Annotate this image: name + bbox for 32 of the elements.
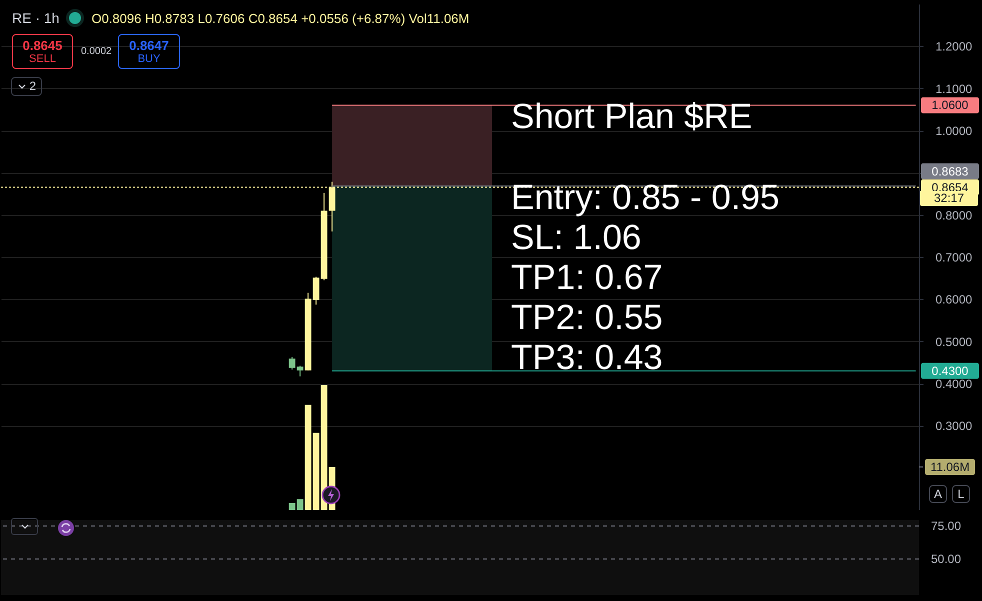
annotation: Entry: 0.85 - 0.95	[511, 178, 780, 218]
annotation: Short Plan $RE	[511, 97, 752, 137]
text: 75.00	[931, 519, 962, 533]
ref-line-label: 0.8683	[932, 164, 969, 178]
annotation: TP2: 0.55	[511, 298, 663, 338]
text: O0.8096 H0.8783 L0.7606 C0.8654 +0.0556 (+6.87%) Vol11.06M	[91, 10, 470, 26]
y-tick-label: 0.4000	[936, 377, 973, 391]
y-tick-label: 1.1000	[936, 82, 973, 96]
y-tick-label: 1.0000	[936, 124, 973, 138]
annotation: 0.8647	[128, 38, 170, 53]
annotation: TP3: 0.43	[511, 338, 663, 378]
annotation: 2	[11, 77, 42, 96]
ref-line-label: 1.0600	[932, 98, 969, 112]
text: 50.00	[931, 552, 962, 566]
annotation: 0.8645	[22, 38, 64, 53]
y-tick-label: 0.5000	[936, 334, 973, 349]
ref-line-label: 0.4300	[932, 364, 969, 378]
y-tick-label: 1.2000	[936, 40, 973, 54]
y-tick-label: 0.6000	[936, 292, 973, 307]
y-tick-label: 0.3000	[936, 419, 973, 434]
chart-title: RE · 1h	[12, 10, 60, 26]
y2-tick-label: 11.06M	[930, 460, 970, 474]
y-tick-label: 0.7000	[936, 250, 973, 264]
annotation: TP1: 0.67	[511, 258, 663, 298]
annotation: BUY	[136, 53, 162, 65]
annotation: SELL	[28, 53, 57, 65]
text: 32:17	[920, 191, 978, 206]
annotation: 0.0002	[81, 46, 112, 57]
annotation: SL: 1.06	[511, 218, 642, 258]
y-tick-label: 0.8000	[936, 208, 973, 222]
text: A	[929, 485, 947, 503]
text: L	[952, 485, 970, 503]
